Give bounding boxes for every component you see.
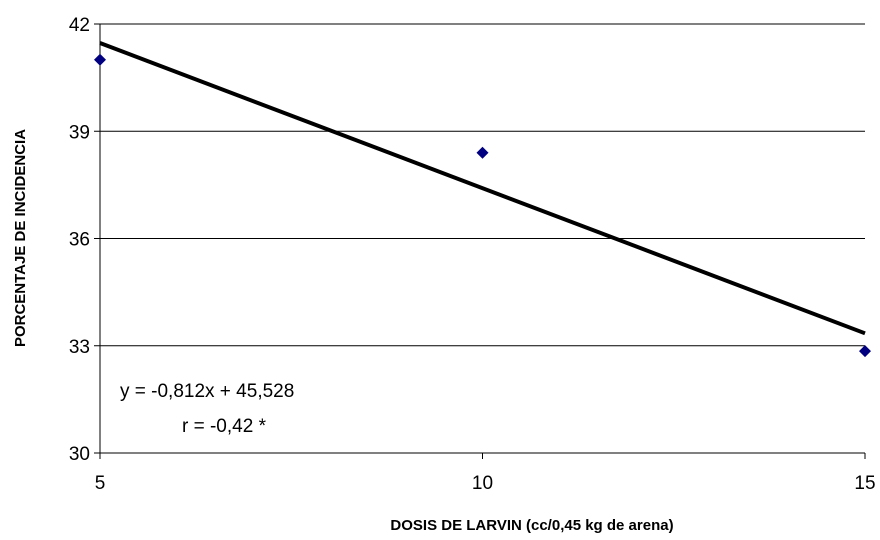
y-tick-label: 42 <box>69 15 90 36</box>
y-axis-title: PORCENTAJE DE INCIDENCIA <box>12 129 29 347</box>
x-tick-label: 15 <box>854 473 875 494</box>
y-tick-label: 30 <box>69 444 90 465</box>
grid <box>100 23 865 347</box>
y-tick-label: 39 <box>69 122 90 143</box>
x-axis-title: DOSIS DE LARVIN (cc/0,45 kg de arena) <box>390 517 673 534</box>
x-ticks: 5 10 15 <box>95 453 876 494</box>
r-value-annotation: r = -0,42 * <box>182 416 267 437</box>
x-tick-label: 5 <box>95 473 106 494</box>
y-ticks: 30 33 36 39 42 <box>69 15 100 465</box>
equation-annotation: y = -0,812x + 45,528 <box>120 381 294 402</box>
data-point-diamond <box>94 53 106 66</box>
y-tick-label: 36 <box>69 230 90 251</box>
data-points <box>94 53 871 358</box>
data-point-diamond <box>476 146 489 159</box>
trendline <box>99 41 866 336</box>
data-point-diamond <box>859 345 871 358</box>
x-tick-label: 10 <box>472 473 493 494</box>
y-tick-label: 33 <box>69 337 90 358</box>
trendline-group <box>99 41 866 336</box>
